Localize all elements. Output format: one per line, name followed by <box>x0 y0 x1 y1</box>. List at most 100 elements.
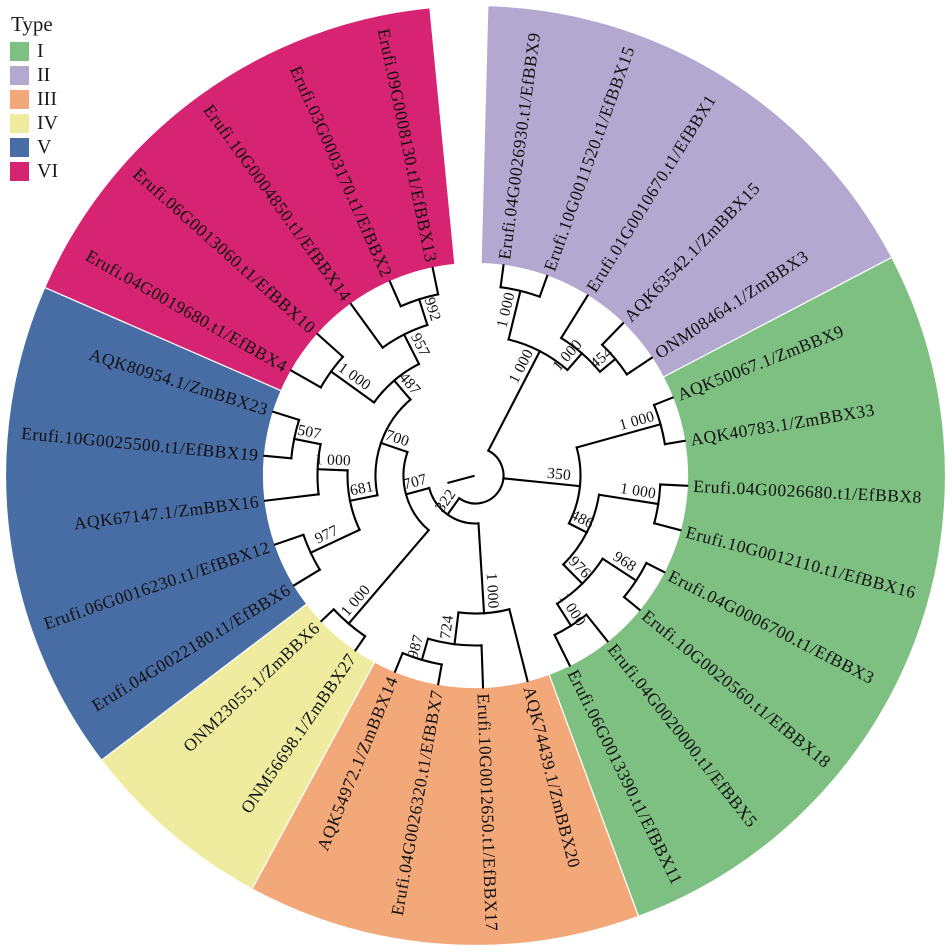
clade-arc <box>559 336 602 374</box>
sector-type-I <box>548 256 947 918</box>
support-value: 968 <box>610 548 639 575</box>
branch-line <box>420 637 430 662</box>
support-value: 957 <box>407 330 433 359</box>
clade-arc <box>555 557 605 606</box>
support-value: 1 000 <box>483 572 502 609</box>
clade-arc <box>507 338 569 372</box>
legend-swatch-icon <box>10 41 29 61</box>
branch-line <box>553 633 572 667</box>
support-value: 1 000 <box>315 451 352 469</box>
sector-type-V <box>4 286 308 761</box>
branch-line <box>584 613 610 643</box>
legend-item-label: VI <box>37 160 59 182</box>
support-value: 987 <box>404 633 427 661</box>
clade-arc <box>561 493 601 566</box>
branch-line <box>598 357 617 374</box>
legend-item-I: I <box>10 41 58 61</box>
clade-arc <box>457 608 511 615</box>
branch-line <box>507 289 522 341</box>
type-sectors <box>4 5 947 947</box>
branch-line <box>329 370 376 404</box>
clade-arc <box>567 446 582 525</box>
clade-arc <box>374 398 412 497</box>
clade-arc <box>402 450 431 532</box>
support-value: 454 <box>587 344 616 372</box>
legend-swatch-icon <box>10 137 29 157</box>
branch-line <box>477 522 486 615</box>
branch-line <box>502 477 582 488</box>
branch-line <box>597 493 660 506</box>
branch-line <box>417 297 429 327</box>
support-value: 1 000 <box>619 480 657 502</box>
legend-swatch-icon <box>10 113 29 133</box>
branch-line <box>404 486 431 496</box>
legend-item-VI: VI <box>10 161 58 181</box>
branch-line <box>309 528 361 555</box>
branch-line <box>622 595 642 612</box>
clade-arc <box>346 469 361 532</box>
branch-line <box>292 568 322 587</box>
branch-line <box>508 608 529 683</box>
legend-item-V: V <box>10 137 58 157</box>
legend-item-label: V <box>37 136 52 158</box>
branch-line <box>349 302 385 350</box>
legend-item-label: II <box>37 64 51 86</box>
branch-line <box>555 602 573 628</box>
support-value: 977 <box>312 522 341 548</box>
clade-arc <box>381 323 429 350</box>
branch-line <box>567 521 589 534</box>
branch-line <box>625 356 654 376</box>
clade-arc <box>457 449 505 505</box>
branch-line <box>446 496 461 516</box>
branch-line <box>480 644 485 689</box>
branch-line <box>486 349 542 453</box>
clade-arc <box>372 362 421 404</box>
root-stub <box>447 474 475 485</box>
branch-line <box>644 561 666 574</box>
branch-line <box>316 332 345 359</box>
support-value: 700 <box>383 427 411 451</box>
branch-line <box>659 483 689 487</box>
legend-swatch-icon <box>10 89 29 109</box>
branch-line <box>561 562 584 586</box>
support-value: 507 <box>296 422 323 443</box>
tree-branches <box>263 264 689 689</box>
branch-line <box>559 294 590 340</box>
branch-line <box>453 611 460 646</box>
support-value: 992 <box>421 295 444 323</box>
branch-line <box>565 351 584 372</box>
branch-line <box>263 493 320 502</box>
legend-swatch-icon <box>10 65 29 85</box>
legend-item-label: I <box>37 40 44 62</box>
branch-line <box>652 521 682 532</box>
sector-type-VI <box>43 7 456 392</box>
sector-type-II <box>480 5 893 378</box>
branch-line <box>600 321 625 347</box>
branch-line <box>271 410 301 422</box>
branch-line <box>347 528 431 626</box>
branch-line <box>575 422 662 449</box>
branch-line <box>392 379 412 402</box>
clade-arc <box>316 443 322 496</box>
support-value: 487 <box>395 369 423 398</box>
legend-title: Type <box>11 12 53 36</box>
branch-line <box>289 369 323 389</box>
support-value: 322 <box>432 486 460 515</box>
legend-item-II: II <box>10 65 58 85</box>
support-value: 707 <box>401 471 429 494</box>
sector-type-III <box>251 661 640 947</box>
legend-item-III: III <box>10 89 58 109</box>
branch-line <box>263 454 293 460</box>
clade-arc <box>426 637 483 647</box>
branch-line <box>354 634 367 652</box>
support-value: 724 <box>437 614 457 640</box>
branch-line <box>348 494 379 503</box>
support-value: 350 <box>546 465 572 484</box>
branch-line <box>652 396 675 407</box>
branch-line <box>316 468 349 472</box>
branch-line <box>292 437 322 446</box>
branch-line <box>319 607 336 623</box>
branch-line <box>601 557 638 583</box>
